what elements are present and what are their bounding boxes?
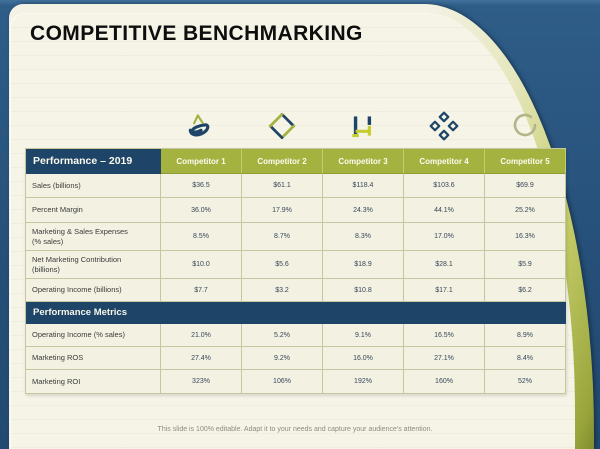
cell-value: 192% — [323, 370, 404, 394]
table-row-percent-margin: Percent Margin 36.0% 17.9% 24.3% 44.1% 2… — [26, 198, 566, 223]
row-label: Percent Margin — [26, 198, 161, 223]
table-header-row: Performance – 2019 Competitor 1 Competit… — [26, 149, 566, 174]
row-label: Sales (billions) — [26, 174, 161, 198]
section-header-row: Performance Metrics — [26, 302, 566, 324]
table-row-marketing-sales-expenses: Marketing & Sales Expenses (% sales) 8.5… — [26, 223, 566, 251]
cell-value: 9.1% — [323, 324, 404, 347]
row-label: Marketing ROI — [26, 370, 161, 394]
table-row-marketing-roi: Marketing ROI 323% 106% 192% 160% 52% — [26, 370, 566, 394]
cell-value: 21.0% — [161, 324, 242, 347]
slide-title: COMPETITIVE BENCHMARKING — [30, 22, 363, 45]
row-label: Marketing ROS — [26, 347, 161, 370]
cell-value: $6.2 — [485, 279, 566, 302]
cell-value: 8.5% — [161, 223, 242, 251]
cell-value: 17.0% — [404, 223, 485, 251]
row-label: Net Marketing Contribution (billions) — [26, 251, 161, 279]
competitor-4-logo — [403, 106, 484, 146]
cell-value: 36.0% — [161, 198, 242, 223]
cell-value: 8.4% — [485, 347, 566, 370]
cell-value: 106% — [242, 370, 323, 394]
cell-value: $10.0 — [161, 251, 242, 279]
competitor-logos-row — [160, 106, 565, 146]
header-competitor-2: Competitor 2 — [242, 149, 323, 174]
cell-value: 27.4% — [161, 347, 242, 370]
cell-value: $18.9 — [323, 251, 404, 279]
cell-value: 8.7% — [242, 223, 323, 251]
row-label: Operating Income (% sales) — [26, 324, 161, 347]
cell-value: $69.9 — [485, 174, 566, 198]
cell-value: $5.6 — [242, 251, 323, 279]
cell-value: 16.3% — [485, 223, 566, 251]
competitor-3-logo — [322, 106, 403, 146]
cell-value: 5.2% — [242, 324, 323, 347]
table-row-sales: Sales (billions) $36.5 $61.1 $118.4 $103… — [26, 174, 566, 198]
cell-value: 9.2% — [242, 347, 323, 370]
header-competitor-3: Competitor 3 — [323, 149, 404, 174]
cell-value: 16.5% — [404, 324, 485, 347]
header-competitor-5: Competitor 5 — [485, 149, 566, 174]
cell-value: 160% — [404, 370, 485, 394]
table-row-operating-income-billions: Operating Income (billions) $7.7 $3.2 $1… — [26, 279, 566, 302]
row-label: Operating Income (billions) — [26, 279, 161, 302]
cell-value: $61.1 — [242, 174, 323, 198]
table-row-net-marketing-contribution: Net Marketing Contribution (billions) $1… — [26, 251, 566, 279]
cell-value: 17.9% — [242, 198, 323, 223]
editable-note: This slide is 100% editable. Adapt it to… — [157, 426, 433, 433]
cell-value: $10.8 — [323, 279, 404, 302]
cell-value: $118.4 — [323, 174, 404, 198]
cell-value: 44.1% — [404, 198, 485, 223]
table-row-marketing-ros: Marketing ROS 27.4% 9.2% 16.0% 27.1% 8.4… — [26, 347, 566, 370]
swoosh-a-icon — [188, 114, 209, 137]
cell-value: $36.5 — [161, 174, 242, 198]
competitor-5-logo — [484, 106, 565, 146]
cell-value: $17.1 — [404, 279, 485, 302]
cell-value: 8.3% — [323, 223, 404, 251]
sideways-h-icon — [351, 116, 371, 138]
header-performance-2019: Performance – 2019 — [26, 149, 161, 174]
cell-value: 27.1% — [404, 347, 485, 370]
cell-value: $3.2 — [242, 279, 323, 302]
cell-value: $5.9 — [485, 251, 566, 279]
section-header-performance-metrics: Performance Metrics — [26, 302, 566, 324]
cell-value: 25.2% — [485, 198, 566, 223]
row-label: Marketing & Sales Expenses (% sales) — [26, 223, 161, 251]
cell-value: 52% — [485, 370, 566, 394]
benchmark-table: Performance – 2019 Competitor 1 Competit… — [25, 148, 566, 394]
cell-value: 24.3% — [323, 198, 404, 223]
cell-value: 323% — [161, 370, 242, 394]
four-diamonds-icon — [429, 111, 458, 141]
cell-value: $103.6 — [404, 174, 485, 198]
open-circle-icon — [513, 113, 536, 137]
header-competitor-4: Competitor 4 — [404, 149, 485, 174]
cell-value: 16.0% — [323, 347, 404, 370]
cell-value: $7.7 — [161, 279, 242, 302]
table-row-operating-income-sales: Operating Income (% sales) 21.0% 5.2% 9.… — [26, 324, 566, 347]
competitor-2-logo — [241, 106, 322, 146]
cube-outline-icon — [268, 112, 295, 140]
header-competitor-1: Competitor 1 — [161, 149, 242, 174]
cell-value: 8.9% — [485, 324, 566, 347]
cell-value: $28.1 — [404, 251, 485, 279]
competitor-1-logo — [160, 106, 241, 146]
